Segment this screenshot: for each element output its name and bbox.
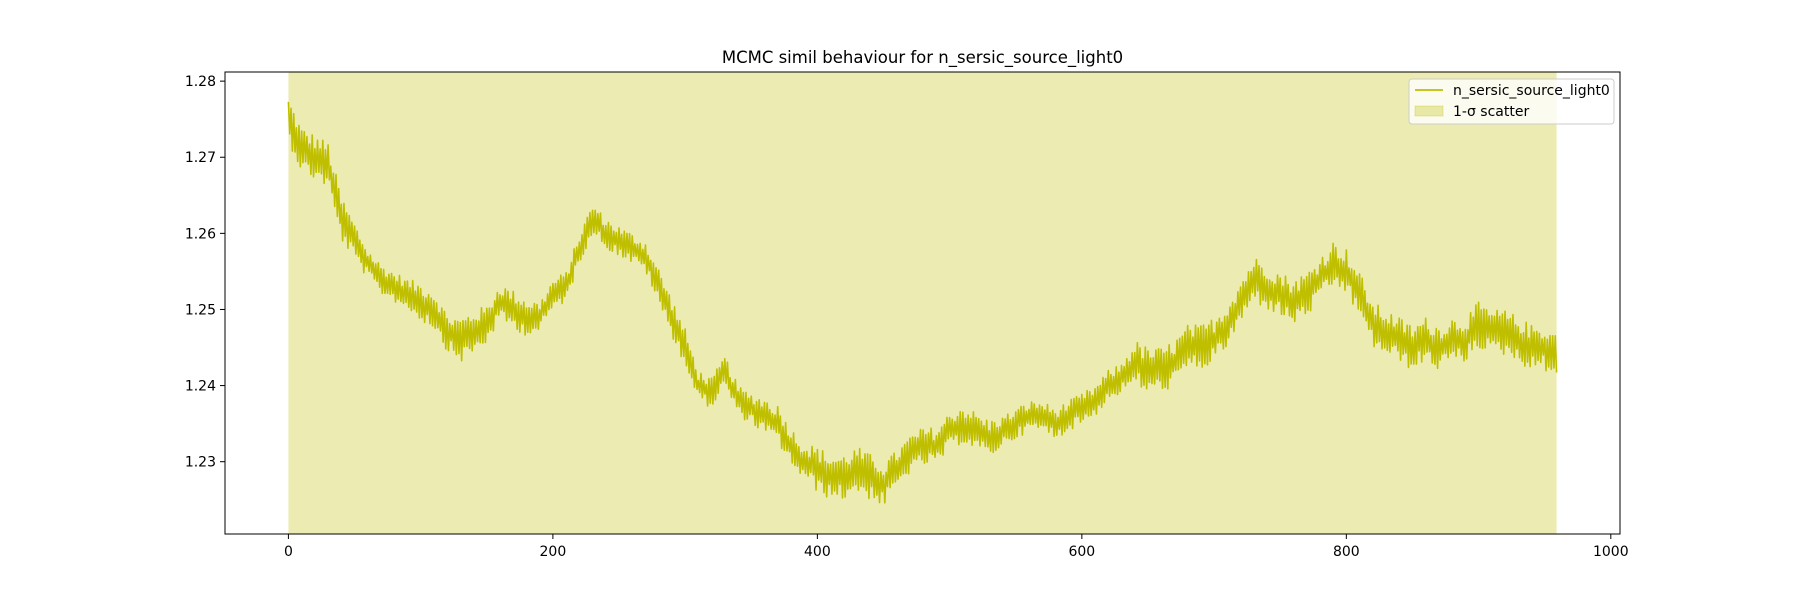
x-tick-label: 200 [540, 544, 567, 560]
plot-frame [224, 71, 1621, 535]
legend-band-swatch [1414, 105, 1444, 117]
x-tick-label: 600 [1068, 544, 1095, 560]
y-tick-label: 1.28 [185, 74, 216, 90]
y-axis-ticks: 1.23 1.24 1.25 1.26 1.27 1.28 [185, 74, 225, 471]
y-tick-label: 1.24 [185, 379, 216, 395]
x-axis-ticks: 0 200 400 600 800 1000 [284, 534, 1629, 560]
y-tick-label: 1.23 [185, 455, 216, 471]
legend-label-trace: n_sersic_source_light0 [1453, 83, 1610, 99]
legend-box [1408, 78, 1615, 125]
scatter-band [288, 72, 1557, 534]
trace-line [287, 101, 1558, 504]
legend: n_sersic_source_light0 1-σ scatter [1408, 78, 1615, 125]
y-tick-label: 1.26 [185, 226, 216, 242]
y-tick-label: 1.25 [185, 302, 216, 318]
scatter-band-layer [288, 72, 1557, 534]
trace-line-layer [287, 101, 1558, 504]
chart-title: MCMC simil behaviour for n_sersic_source… [722, 48, 1123, 68]
x-tick-label: 1000 [1593, 544, 1629, 560]
x-tick-label: 400 [804, 544, 831, 560]
legend-label-scatter: 1-σ scatter [1453, 104, 1529, 120]
x-tick-label: 0 [284, 544, 293, 560]
x-tick-label: 800 [1333, 544, 1360, 560]
y-tick-label: 1.27 [185, 150, 216, 166]
